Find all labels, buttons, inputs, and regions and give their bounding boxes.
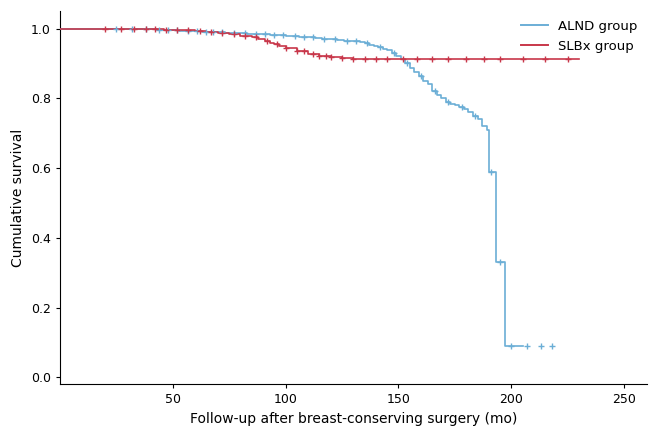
Legend: ALND group, SLBx group: ALND group, SLBx group	[516, 15, 643, 58]
Y-axis label: Cumulative survival: Cumulative survival	[11, 128, 25, 267]
X-axis label: Follow-up after breast-conserving surgery (mo): Follow-up after breast-conserving surger…	[190, 412, 517, 426]
